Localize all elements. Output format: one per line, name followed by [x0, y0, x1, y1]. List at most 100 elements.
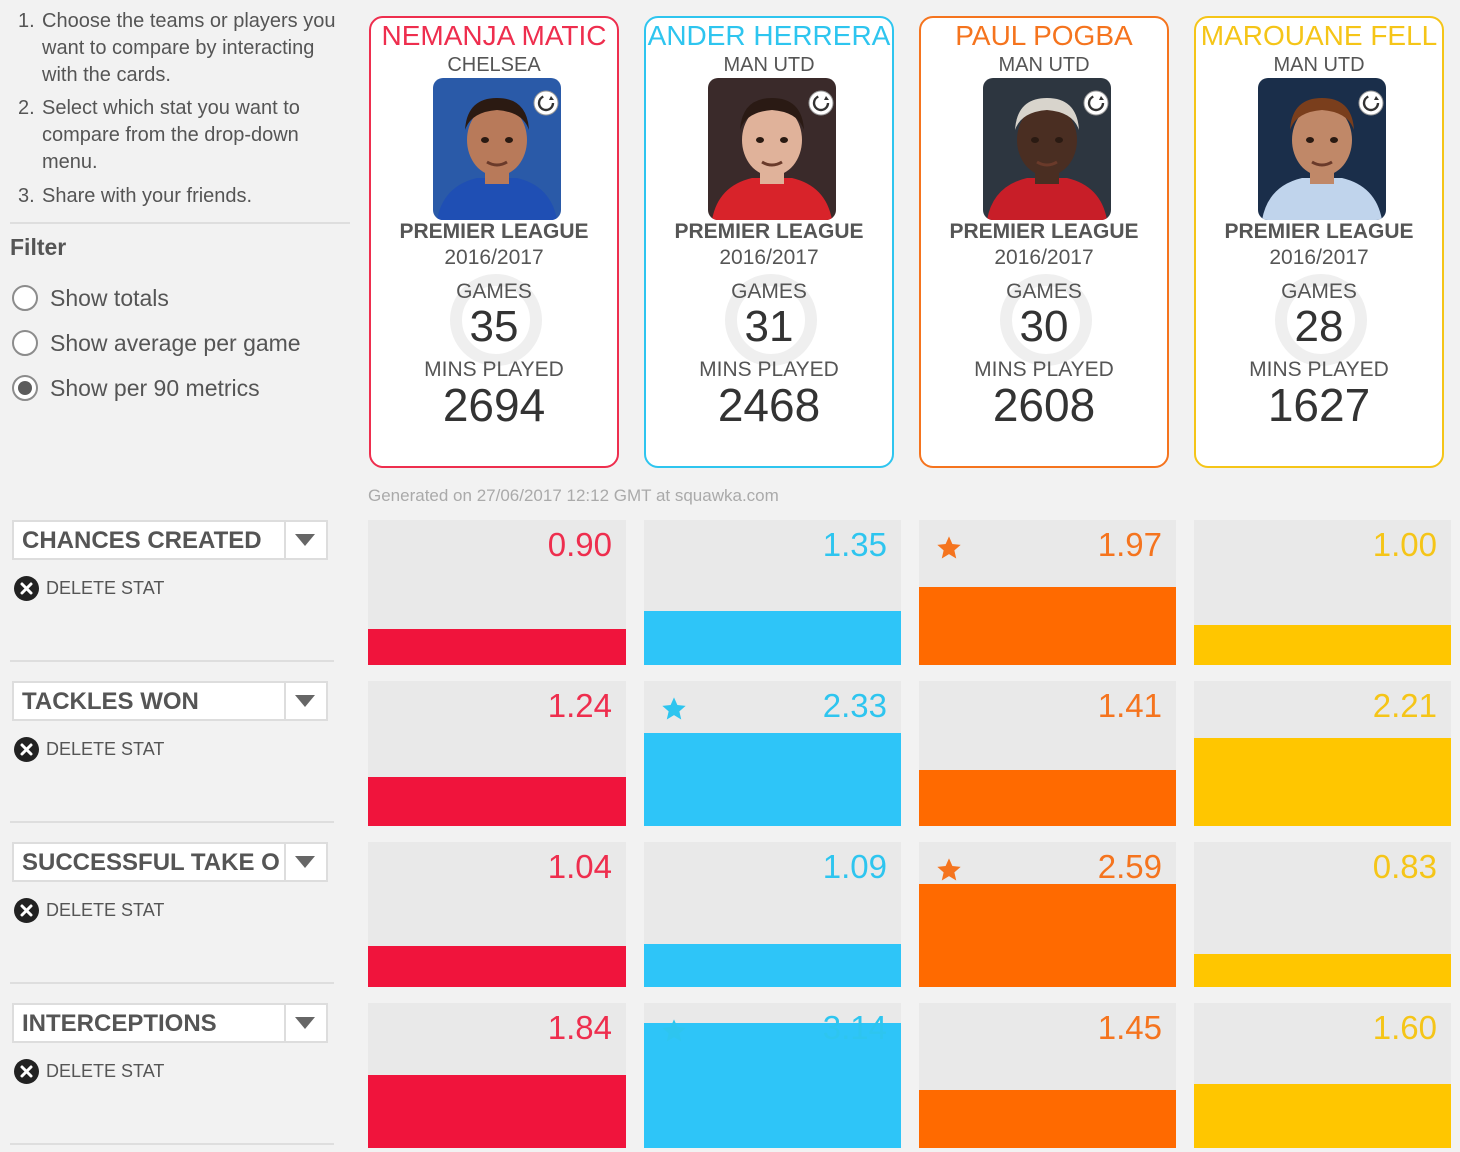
- dropdown-toggle[interactable]: [284, 522, 326, 558]
- player-team: MAN UTD: [723, 54, 815, 76]
- season: 2016/2017: [1269, 246, 1369, 269]
- season: 2016/2017: [719, 246, 819, 269]
- instruction-text: Share with your friends.: [42, 185, 253, 207]
- stat-bar: [919, 587, 1176, 665]
- league-name: PREMIER LEAGUE: [949, 220, 1139, 243]
- mins-value: 2608: [992, 379, 1096, 431]
- league-name: PREMIER LEAGUE: [1224, 220, 1414, 243]
- player-card[interactable]: MAROUANE FELL MAN UTD PREMIER LEAGUE 201…: [1194, 16, 1444, 468]
- stat-bar-cell: 1.24: [368, 681, 626, 826]
- stat-value: 2.59: [1097, 848, 1162, 885]
- player-card[interactable]: PAUL POGBA MAN UTD PREMIER LEAGUE 2016/2…: [919, 16, 1169, 468]
- close-circle-icon: [14, 575, 39, 601]
- filter-option-label: Show totals: [50, 284, 169, 311]
- delete-stat-button[interactable]: DELETE STAT: [14, 736, 164, 762]
- stat-bar: [368, 946, 626, 987]
- star-icon: [662, 697, 686, 720]
- instruction-number: 1.: [18, 10, 35, 32]
- stat-value: 1.35: [822, 526, 887, 563]
- instruction-number: 2.: [18, 97, 35, 119]
- games-label: GAMES: [1006, 280, 1082, 303]
- stat-value: 1.41: [1097, 687, 1162, 724]
- games-label: GAMES: [1281, 280, 1357, 303]
- player-photo: [433, 78, 561, 220]
- delete-stat-button[interactable]: DELETE STAT: [14, 897, 164, 923]
- stat-value: 1.97: [1097, 526, 1162, 563]
- stat-dropdown[interactable]: SUCCESSFUL TAKE O: [12, 842, 328, 882]
- radio-icon[interactable]: [12, 375, 38, 401]
- chevron-down-icon: [295, 1017, 315, 1029]
- player-card[interactable]: ANDER HERRERA MAN UTD PREMIER LEAGUE 201…: [644, 16, 894, 468]
- stat-dropdown-value: SUCCESSFUL TAKE O: [22, 849, 280, 876]
- filter-title: Filter: [10, 234, 67, 260]
- delete-stat-button[interactable]: DELETE STAT: [14, 1058, 164, 1084]
- games-value: 35: [469, 302, 519, 351]
- stat-bar-cell: 3.14: [644, 1003, 901, 1148]
- chevron-down-icon: [295, 695, 315, 707]
- stat-bar-cell: 1.45: [919, 1003, 1176, 1148]
- stat-dropdown[interactable]: CHANCES CREATED: [12, 520, 328, 560]
- player-name: ANDER HERRERA: [647, 20, 891, 51]
- stat-value: 1.60: [1372, 1009, 1437, 1046]
- player-avatar-icon: [983, 78, 1111, 220]
- close-circle-icon: [14, 897, 39, 923]
- radio-icon[interactable]: [12, 330, 38, 356]
- league-name: PREMIER LEAGUE: [674, 220, 864, 243]
- stat-dropdown[interactable]: TACKLES WON: [12, 681, 328, 721]
- chevron-down-icon: [295, 856, 315, 868]
- player-photo: [708, 78, 836, 220]
- dropdown-toggle[interactable]: [284, 844, 326, 880]
- stat-bar-cell: 1.97: [919, 520, 1176, 665]
- filter-option-average[interactable]: Show average per game: [12, 327, 301, 359]
- stat-bar: [644, 944, 901, 987]
- stat-value: 2.33: [822, 687, 887, 724]
- games-value: 28: [1294, 302, 1344, 351]
- player-avatar-icon: [433, 78, 561, 220]
- stat-bar-cell: 1.04: [368, 842, 626, 987]
- chevron-down-icon: [295, 534, 315, 546]
- divider: [10, 821, 334, 823]
- mins-label: MINS PLAYED: [699, 358, 839, 381]
- mins-label: MINS PLAYED: [974, 358, 1114, 381]
- stat-bar-cell: 2.21: [1194, 681, 1451, 826]
- stat-value: 3.14: [822, 1009, 887, 1046]
- player-team: MAN UTD: [998, 54, 1090, 76]
- mins-label: MINS PLAYED: [1249, 358, 1389, 381]
- games-ring: [1275, 274, 1367, 366]
- dropdown-toggle[interactable]: [284, 683, 326, 719]
- swap-player-icon[interactable]: [1083, 90, 1109, 116]
- player-photo: [983, 78, 1111, 220]
- filter-option-totals[interactable]: Show totals: [12, 282, 169, 314]
- radio-icon[interactable]: [12, 285, 38, 311]
- dropdown-toggle[interactable]: [284, 1005, 326, 1041]
- season: 2016/2017: [444, 246, 544, 269]
- stat-value: 1.04: [547, 848, 612, 885]
- player-card[interactable]: NEMANJA MATIC CHELSEA PREMIER LEAGUE 201…: [369, 16, 619, 468]
- instruction-number: 3.: [18, 185, 35, 207]
- close-circle-icon: [14, 736, 39, 762]
- filter-option-per90[interactable]: Show per 90 metrics: [12, 372, 260, 404]
- stat-value: 1.09: [822, 848, 887, 885]
- stat-dropdown[interactable]: INTERCEPTIONS: [12, 1003, 328, 1043]
- delete-stat-button[interactable]: DELETE STAT: [14, 575, 164, 601]
- stat-bar: [644, 1023, 901, 1148]
- stat-bar: [368, 1075, 626, 1148]
- swap-player-icon[interactable]: [808, 90, 834, 116]
- generated-note: Generated on 27/06/2017 12:12 GMT at squ…: [368, 486, 779, 505]
- games-label: GAMES: [731, 280, 807, 303]
- instruction-item: 1. Choose the teams or players you want …: [18, 8, 348, 89]
- mins-value: 2468: [717, 379, 821, 431]
- stat-bar: [368, 777, 626, 826]
- games-label: GAMES: [456, 280, 532, 303]
- stat-bar-cell: 2.33: [644, 681, 901, 826]
- swap-player-icon[interactable]: [1358, 90, 1384, 116]
- games-ring: [1000, 274, 1092, 366]
- stat-bar: [1194, 954, 1451, 987]
- mins-value: 1627: [1267, 379, 1371, 431]
- games-value: 30: [1019, 302, 1069, 351]
- stat-bar-cell: 1.84: [368, 1003, 626, 1148]
- swap-player-icon[interactable]: [533, 90, 559, 116]
- stat-value: 0.90: [547, 526, 612, 563]
- divider: [10, 1143, 334, 1145]
- stat-bar: [368, 629, 626, 665]
